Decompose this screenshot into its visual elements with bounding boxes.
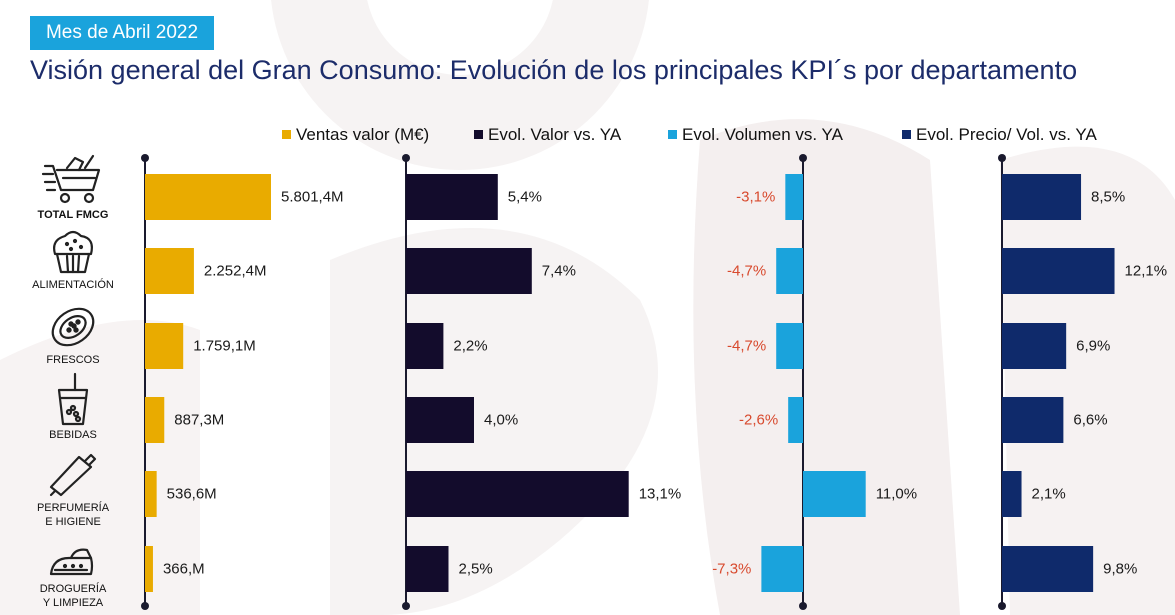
category-label: PERFUMERÍA E HIGIENE [36,502,110,528]
bar-3-3 [1002,397,1064,443]
data-label-2-2: -4,7% [727,338,766,355]
data-label-0-3: 887,3M [174,412,224,429]
category-bebidas: BEBIDAS [18,372,128,442]
category-drogueria: DROGUERÍA Y LIMPIEZA [18,544,128,610]
data-label-2-3: -2,6% [739,412,778,429]
data-label-0-4: 536,6M [167,486,217,503]
legend-swatch-valor [474,130,483,139]
data-label-1-5: 2,5% [459,561,493,578]
bar-3-2 [1002,323,1067,369]
bar-2-0 [785,174,803,220]
bar-1-1 [406,248,532,294]
axis-cap-top-0 [141,154,149,162]
data-label-1-2: 2,2% [453,338,487,355]
category-label: FRESCOS [46,354,100,366]
legend-swatch-volumen [668,130,677,139]
drink-cup-icon [57,372,89,426]
bar-1-2 [406,323,444,369]
axis-cap-bottom-0 [141,602,149,610]
bar-1-5 [406,546,449,592]
data-label-3-0: 8,5% [1091,189,1125,206]
legend-label-valor: Evol. Valor vs. YA [488,125,622,144]
bar-2-1 [776,248,803,294]
category-label: ALIMENTACIÓN [32,279,114,291]
data-label-2-1: -4,7% [727,263,766,280]
data-label-3-5: 9,8% [1103,561,1137,578]
bar-0-0 [145,174,271,220]
bar-2-5 [761,546,803,592]
category-perfumeria: PERFUMERÍA E HIGIENE [18,449,128,529]
axis-cap-top-3 [998,154,1006,162]
category-label: DROGUERÍA Y LIMPIEZA [39,583,107,609]
legend: Ventas valor (M€) Evol. Valor vs. YA Evo… [0,125,1175,145]
category-frescos: FRESCOS [18,303,128,367]
data-label-3-3: 6,6% [1073,412,1107,429]
iron-icon [49,548,94,576]
bar-0-3 [145,397,165,443]
legend-label-ventas: Ventas valor (M€) [296,125,430,144]
data-label-1-1: 7,4% [542,263,576,280]
legend-label-precio: Evol. Precio/ Vol. vs. YA [916,125,1097,144]
data-label-3-1: 12,1% [1125,263,1168,280]
bar-0-2 [145,323,184,369]
axis-cap-top-2 [799,154,807,162]
data-label-0-2: 1.759,1M [193,338,256,355]
bar-0-1 [145,248,194,294]
legend-swatch-ventas [282,130,291,139]
axis-cap-bottom-2 [799,602,807,610]
legend-swatch-precio [902,130,911,139]
data-label-0-1: 2.252,4M [204,263,267,280]
data-label-3-4: 2,1% [1032,486,1066,503]
bar-1-0 [406,174,498,220]
bar-1-4 [406,471,629,517]
bar-3-4 [1002,471,1022,517]
legend-label-volumen: Evol. Volumen vs. YA [682,125,843,144]
data-label-3-2: 6,9% [1076,338,1110,355]
bar-3-1 [1002,248,1115,294]
cream-tube-icon [49,453,97,497]
muffin-icon [53,230,93,274]
axis-cap-top-1 [402,154,410,162]
bar-2-2 [776,323,803,369]
legend-valor: Evol. Valor vs. YA [474,125,621,145]
legend-ventas: Ventas valor (M€) [282,125,429,145]
data-label-2-5: -7,3% [712,561,751,578]
page-title: Visión general del Gran Consumo: Evoluci… [30,55,1078,85]
category-total-fmcg: TOTAL FMCG [18,152,128,222]
data-label-1-3: 4,0% [484,412,518,429]
category-label: TOTAL FMCG [37,209,109,221]
data-label-0-5: 366,M [163,561,205,578]
papaya-icon [51,307,95,347]
category-alimentacion: ALIMENTACIÓN [18,228,128,292]
period-badge: Mes de Abril 2022 [30,16,214,50]
category-label: BEBIDAS [49,429,97,441]
bar-0-4 [145,471,157,517]
legend-precio: Evol. Precio/ Vol. vs. YA [902,125,1097,145]
axis-cap-bottom-3 [998,602,1006,610]
bar-0-5 [145,546,153,592]
bar-3-5 [1002,546,1094,592]
bar-2-4 [803,471,866,517]
data-label-2-4: 11,0% [876,486,917,503]
data-label-0-0: 5.801,4M [281,189,344,206]
data-label-1-0: 5,4% [508,189,542,206]
data-label-2-0: -3,1% [736,189,775,206]
axis-cap-bottom-1 [402,602,410,610]
shopping-cart-icon [41,154,101,204]
bar-2-3 [788,397,803,443]
data-label-1-4: 13,1% [639,486,682,503]
legend-volumen: Evol. Volumen vs. YA [668,125,843,145]
bar-3-0 [1002,174,1082,220]
bar-1-3 [406,397,474,443]
